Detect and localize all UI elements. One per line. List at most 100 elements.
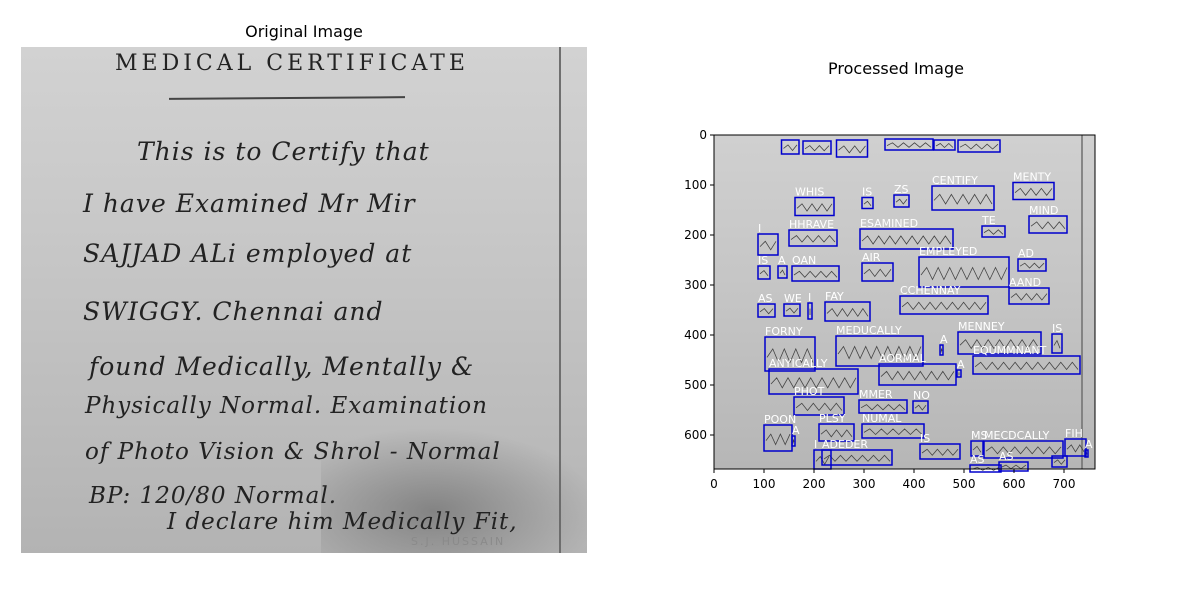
- detection-label: OAN: [792, 254, 816, 267]
- detection-box: [899, 295, 989, 315]
- detection-box: [1064, 438, 1087, 457]
- handwritten-line-5: found Medically, Mentally &: [89, 352, 475, 381]
- handwriting-stroke: [863, 428, 923, 436]
- detection-label: WHIS: [795, 186, 824, 199]
- axis-ticks: 0 100 200 300 400 500 600 700 0 100 200 300 400 500 60…: [684, 128, 1075, 491]
- handwriting-stroke: [759, 270, 769, 277]
- detection-box: [780, 139, 800, 155]
- x-tick-label: 500: [953, 477, 976, 491]
- detection-box: [957, 139, 1001, 153]
- handwriting-stroke: [759, 308, 774, 315]
- detection-box: [791, 265, 840, 282]
- detection-box: [793, 396, 845, 416]
- handwriting-stroke: [766, 347, 814, 364]
- certificate-heading: MEDICAL CERTIFICATE: [115, 51, 469, 76]
- detection-label: FORNY: [765, 325, 803, 338]
- detection-box: [1008, 287, 1050, 305]
- detection-box: [777, 265, 788, 279]
- detection-box: [861, 423, 925, 439]
- processed-image-title: Processed Image: [828, 59, 964, 78]
- handwriting-stroke: [838, 145, 866, 154]
- detection-label: MIND: [1029, 204, 1058, 217]
- detection-label: A: [940, 333, 948, 346]
- detection-box: [794, 196, 835, 217]
- handwriting-stroke: [1053, 339, 1061, 349]
- detection-box: [919, 443, 961, 460]
- detection-label: MMER: [859, 388, 893, 401]
- plot-frame: [713, 134, 1096, 470]
- handwriting-stroke: [863, 200, 872, 207]
- detection-box: [933, 139, 956, 151]
- detection-label: ESAMINED: [860, 217, 918, 230]
- handwritten-line-6: Physically Normal. Examination: [85, 393, 488, 419]
- handwriting-stroke: [792, 439, 795, 444]
- y-tick-label: 200: [684, 228, 707, 242]
- x-tick-label: 300: [853, 477, 876, 491]
- detection-label: MEDUCALLY: [836, 324, 902, 337]
- handwriting-stroke: [796, 203, 833, 212]
- detection-box: [802, 140, 832, 155]
- detection-box: [918, 256, 1010, 288]
- detection-label: MECDCALLY: [984, 429, 1050, 442]
- detection-box: [835, 139, 869, 158]
- detection-label: MENNEY: [958, 320, 1005, 333]
- detection-box: [783, 303, 801, 317]
- margin-line: [559, 47, 561, 553]
- detection-box: [858, 399, 908, 414]
- handwritten-line-8: BP: 120/80 Normal.: [89, 483, 337, 509]
- detection-box: [861, 262, 894, 282]
- processed-handwriting-strokes: [759, 142, 1088, 471]
- detection-box: [1012, 181, 1055, 201]
- detection-box: [939, 344, 944, 356]
- doctor-stamp: S.J. HUSSAIN: [411, 535, 506, 548]
- detection-box: [893, 194, 910, 208]
- x-tick-label: 700: [1053, 477, 1076, 491]
- detection-label: A: [957, 358, 965, 371]
- detection-label: AORMAL: [879, 352, 927, 365]
- handwriting-stroke: [933, 193, 993, 205]
- x-tick-label: 600: [1003, 477, 1026, 491]
- y-tick-label: 300: [684, 278, 707, 292]
- x-tick-label: 400: [903, 477, 926, 491]
- handwriting-stroke: [1000, 464, 1027, 470]
- detection-label: ANYICALLY: [769, 357, 828, 370]
- handwriting-stroke: [985, 446, 1062, 455]
- handwritten-line-3: SAJJAD ALi employed at: [83, 239, 413, 268]
- handwriting-stroke: [901, 301, 987, 311]
- detection-label: EMPLEYED: [919, 245, 977, 258]
- detection-box: [970, 440, 984, 457]
- photo-shadow: [321, 427, 587, 553]
- handwriting-stroke: [921, 448, 959, 456]
- handwriting-stroke: [920, 266, 1008, 281]
- detection-box: [768, 368, 859, 395]
- handwriting-stroke: [770, 376, 857, 389]
- detection-label: CENTIFY: [932, 174, 978, 187]
- detection-box: [956, 369, 962, 378]
- handwriting-stroke: [1053, 459, 1066, 465]
- detection-label: IS: [862, 186, 872, 199]
- detection-label: PLSY: [819, 412, 846, 425]
- detection-label: NO: [913, 389, 930, 402]
- detection-label: AS: [999, 450, 1014, 463]
- detection-label: A: [778, 254, 786, 267]
- detection-label: NUMAL: [862, 412, 902, 425]
- detection-box: [1051, 455, 1068, 468]
- handwriting-stroke: [823, 454, 891, 462]
- detection-box: [884, 138, 934, 151]
- detection-label: EQUMMNANT: [973, 344, 1047, 357]
- y-tick-label: 600: [684, 428, 707, 442]
- detection-label: MS: [971, 429, 987, 442]
- handwriting-stroke: [1019, 262, 1045, 269]
- detection-box: [1017, 258, 1047, 272]
- detection-box: [807, 302, 813, 320]
- detection-label: A: [1085, 438, 1093, 451]
- original-image-title: Original Image: [245, 22, 363, 41]
- detection-label: I: [758, 222, 761, 235]
- handwriting-stroke: [795, 402, 843, 412]
- detection-box: [764, 336, 816, 372]
- detection-label: A: [792, 424, 800, 437]
- detection-box: [1051, 333, 1063, 354]
- y-tick-label: 100: [684, 178, 707, 192]
- handwriting-stroke: [804, 145, 830, 152]
